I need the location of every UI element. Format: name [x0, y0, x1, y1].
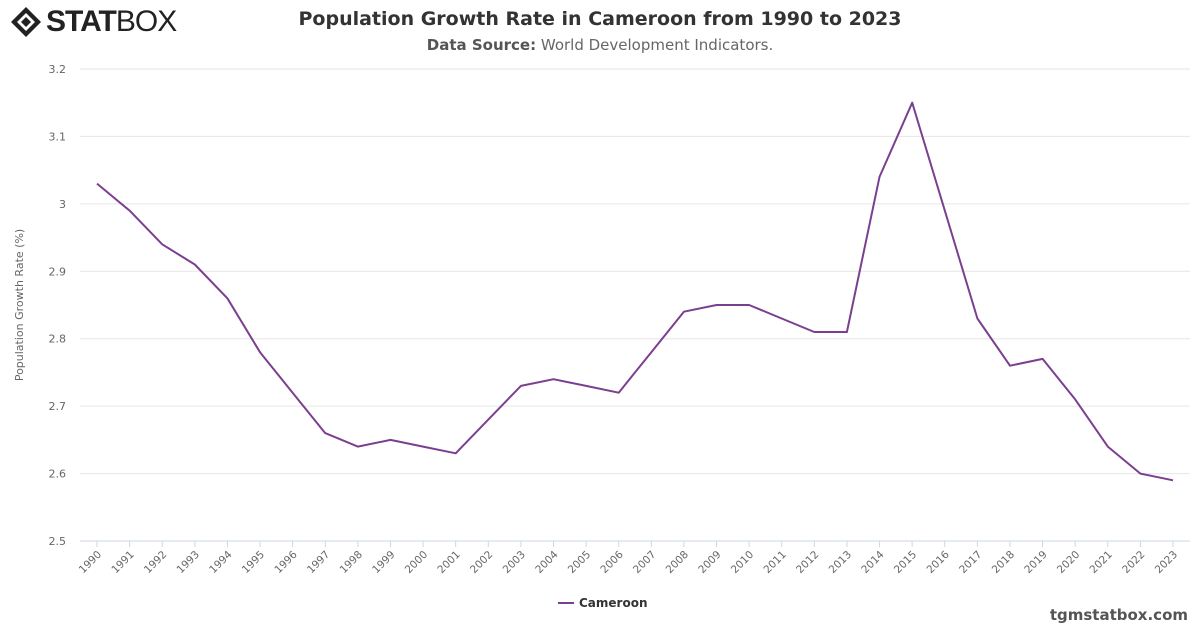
x-tick-label: 2009 [696, 549, 723, 576]
series-line-cameroon [96, 101, 1174, 482]
x-tick-label: 2015 [892, 549, 919, 576]
chart-title: Population Growth Rate in Cameroon from … [298, 8, 902, 30]
x-tick-label: 2001 [435, 549, 462, 576]
x-tick-label: 2012 [794, 549, 821, 576]
x-tick-label: 2020 [1055, 549, 1082, 576]
y-tick-label: 3.2 [49, 63, 67, 76]
x-tick-label: 2004 [533, 548, 561, 576]
y-tick-label: 2.9 [49, 265, 67, 278]
logo-diamond-icon [11, 7, 41, 37]
x-tick-label: 2003 [501, 549, 528, 576]
x-tick-label: 1991 [109, 549, 136, 576]
x-tick-label: 1994 [207, 548, 235, 576]
x-tick-label: 2005 [566, 549, 593, 576]
x-tick-label: 2022 [1120, 549, 1147, 576]
chart-subtitle: Data Source: World Development Indicator… [426, 36, 774, 54]
x-tick-label: 2007 [631, 549, 658, 576]
y-tick-label: 3.1 [49, 130, 67, 143]
x-tick-label: 2008 [664, 549, 691, 576]
x-tick-label: 2000 [403, 549, 430, 576]
x-tick-label: 2016 [924, 548, 952, 576]
x-tick-label: 1999 [370, 549, 397, 576]
x-tick-label: 2010 [729, 549, 756, 576]
legend-item[interactable]: Cameroon [579, 596, 648, 610]
x-tick-label: 2002 [468, 549, 495, 576]
x-tick-label: 1992 [142, 549, 169, 576]
x-tick-label: 2023 [1153, 549, 1180, 576]
x-tick-label: 2018 [990, 549, 1017, 576]
x-tick-label: 1997 [305, 549, 332, 576]
statbox-logo: STATBOX [10, 5, 177, 38]
y-tick-label: 3 [59, 198, 66, 211]
y-tick-label: 2.8 [49, 333, 67, 346]
x-tick-label: 2017 [957, 549, 984, 576]
x-tick-label: 1990 [77, 549, 104, 576]
x-tick-label: 1993 [175, 549, 202, 576]
x-tick-label: 2021 [1088, 549, 1115, 576]
y-tick-label: 2.7 [49, 400, 67, 413]
x-tick-label: 1998 [338, 549, 365, 576]
x-tick-label: 2013 [827, 549, 854, 576]
watermark: tgmstatbox.com [1049, 606, 1188, 624]
x-tick-label: 2019 [1022, 549, 1049, 576]
y-tick-label: 2.6 [49, 468, 67, 481]
x-tick-label: 2011 [761, 549, 788, 576]
x-tick-label: 1996 [272, 548, 300, 576]
x-tick-label: 1995 [240, 549, 267, 576]
x-tick-label: 2014 [859, 548, 887, 576]
y-axis-title: Population Growth Rate (%) [13, 229, 26, 381]
y-tick-label: 2.5 [49, 535, 67, 548]
x-tick-label: 2006 [598, 548, 626, 576]
